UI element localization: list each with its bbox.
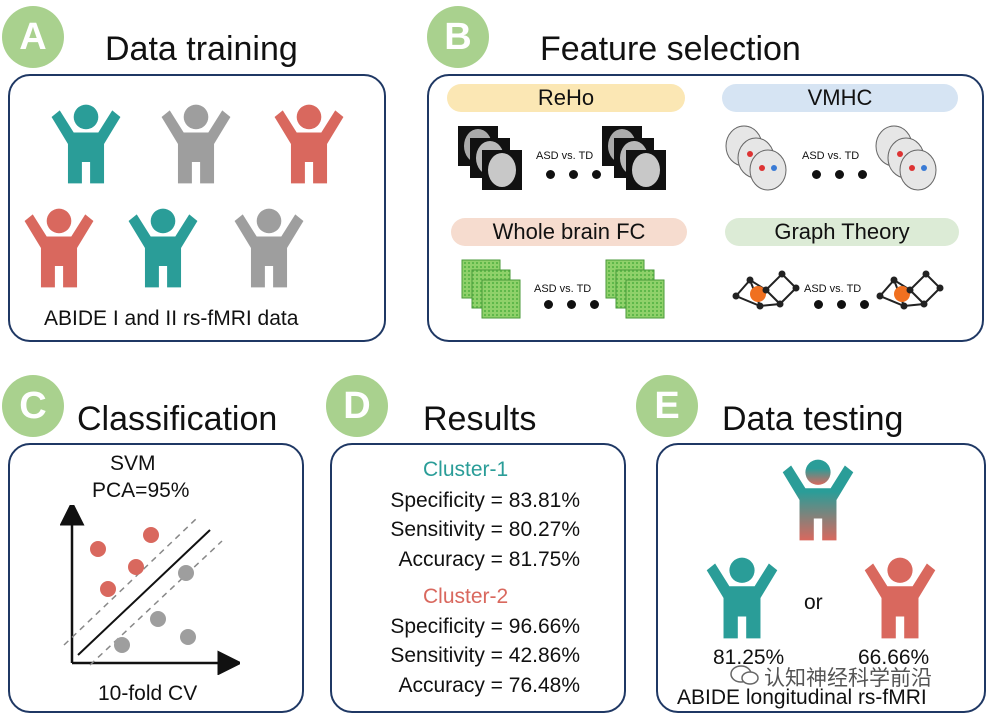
panel-e-title: Data testing: [722, 400, 904, 438]
person-unknown-icon: [776, 452, 860, 548]
panel-e-caption: ABIDE longitudinal rs-fMRI: [677, 686, 927, 709]
ellipsis-icon: [544, 300, 599, 309]
ellipsis-icon: [546, 170, 601, 179]
cv-label: 10-fold CV: [98, 682, 198, 705]
person-red-icon: [18, 200, 100, 296]
wechat-icon: [730, 665, 759, 685]
feature-label-vmhc: VMHC: [722, 84, 958, 112]
vmhc-comparison: ASD vs. TD: [802, 150, 860, 162]
svm-scatter-plot: [60, 505, 240, 675]
feature-label-whole-brain-fc: Whole brain FC: [451, 218, 687, 246]
fc-matrix-icon: [605, 259, 665, 319]
right-percentage: 66.66%: [858, 646, 930, 669]
person-red-icon: [858, 550, 942, 646]
cluster-1-sensitivity: Sensitivity = 80.27%: [390, 518, 580, 541]
reho-comparison: ASD vs. TD: [536, 150, 594, 162]
panel-a-title: Data training: [105, 30, 298, 68]
feature-label-graph-theory: Graph Theory: [725, 218, 959, 246]
panel-c-badge: C: [2, 375, 64, 437]
pca-label: PCA=95%: [92, 479, 190, 502]
left-percentage: 81.25%: [713, 646, 785, 669]
watermark-text: 认知神经科学前沿: [764, 666, 932, 690]
panel-d-box: [330, 443, 626, 713]
vmhc-brain-maps-icon: [725, 125, 787, 191]
fc-comparison: ASD vs. TD: [534, 283, 592, 295]
person-teal-icon: [700, 550, 784, 646]
person-teal-icon: [45, 96, 127, 192]
panel-a-caption: ABIDE I and II rs-fMRI data: [44, 307, 299, 330]
panel-d-badge: D: [326, 375, 388, 437]
panel-a-badge: A: [2, 6, 64, 68]
cluster-1-label: Cluster-1: [423, 458, 509, 481]
cluster-1-accuracy: Accuracy = 81.75%: [398, 548, 580, 571]
cluster-2-accuracy: Accuracy = 76.48%: [398, 674, 580, 697]
person-gray-icon: [228, 200, 310, 296]
cluster-1-specificity: Specificity = 83.81%: [390, 489, 580, 512]
person-teal-icon: [122, 200, 204, 296]
graph-network-icon: [732, 270, 800, 310]
person-red-icon: [268, 96, 350, 192]
panel-b-badge: B: [427, 6, 489, 68]
panel-b-title: Feature selection: [540, 30, 801, 68]
panel-e-box: [656, 443, 986, 713]
svm-label: SVM: [110, 452, 156, 475]
or-label: or: [804, 591, 823, 614]
vmhc-brain-maps-icon: [875, 125, 937, 191]
cluster-2-sensitivity: Sensitivity = 42.86%: [390, 644, 580, 667]
person-gray-icon: [155, 96, 237, 192]
cluster-2-label: Cluster-2: [423, 585, 509, 608]
graph-network-icon: [876, 270, 944, 310]
ellipsis-icon: [812, 170, 867, 179]
reho-brain-maps-icon: [602, 126, 666, 190]
feature-label-reho: ReHo: [447, 84, 685, 112]
fc-matrix-icon: [461, 259, 521, 319]
panel-c-box: [8, 443, 304, 713]
panel-c-title: Classification: [77, 400, 278, 438]
reho-brain-maps-icon: [458, 126, 522, 190]
ellipsis-icon: [814, 300, 869, 309]
panel-e-badge: E: [636, 375, 698, 437]
graph-comparison: ASD vs. TD: [804, 283, 862, 295]
cluster-2-specificity: Specificity = 96.66%: [390, 615, 580, 638]
panel-d-title: Results: [423, 400, 537, 438]
